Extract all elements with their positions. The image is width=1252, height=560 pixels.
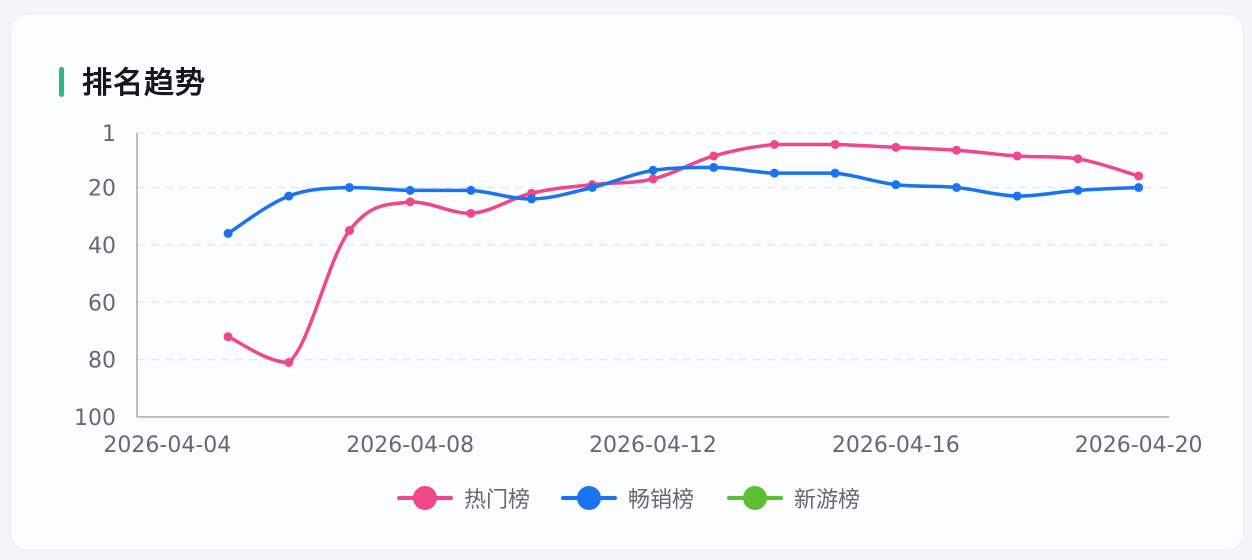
data-point[interactable] (527, 194, 537, 204)
data-point[interactable] (1073, 185, 1083, 195)
legend-bestseller-marker-icon (561, 482, 617, 514)
data-point[interactable] (891, 180, 901, 190)
data-point[interactable] (709, 151, 719, 161)
legend-hot-marker-icon (397, 482, 453, 514)
x-tick-label: 2026-04-16 (832, 433, 960, 458)
data-point[interactable] (587, 183, 597, 193)
legend-label: 热门榜 (464, 488, 531, 513)
legend-item-hot[interactable]: 热门榜 (397, 482, 530, 514)
series-lines[interactable] (223, 139, 1144, 367)
series-line[interactable] (226, 142, 1141, 365)
legend-label: 畅销榜 (628, 488, 695, 513)
data-point[interactable] (830, 168, 840, 178)
x-tick-label: 2026-04-20 (1075, 433, 1203, 458)
data-point[interactable] (1134, 183, 1144, 193)
data-point[interactable] (344, 183, 354, 193)
y-tick-label: 80 (88, 349, 116, 374)
legend: 热门榜 畅销榜 新游榜 (0, 482, 1252, 514)
legend-label: 新游榜 (794, 488, 861, 513)
x-axis-labels: 2026-04-04 2026-04-08 2026-04-12 2026-04-16… (103, 433, 1202, 458)
legend-item-bestseller[interactable]: 畅销榜 (561, 482, 694, 514)
y-tick-label: 1 (102, 122, 116, 147)
grid-lines (137, 132, 1169, 361)
data-point[interactable] (769, 139, 779, 149)
data-point[interactable] (952, 183, 962, 193)
axes (136, 133, 1169, 418)
data-point[interactable] (1134, 171, 1144, 181)
y-tick-label: 40 (88, 234, 116, 259)
ranking-trend-card: 排名趋势 (10, 13, 1244, 551)
data-point[interactable] (466, 208, 476, 218)
data-point[interactable] (284, 191, 294, 201)
legend-item-new-games[interactable]: 新游榜 (727, 482, 860, 514)
data-point[interactable] (223, 332, 233, 342)
data-point[interactable] (284, 357, 294, 367)
x-tick-label: 2026-04-12 (589, 433, 717, 458)
y-axis-labels: 1 20 40 60 80 100 (74, 122, 116, 431)
y-tick-label: 100 (74, 406, 116, 431)
data-point[interactable] (830, 139, 840, 149)
card-title: 排名趋势 (82, 66, 206, 101)
title-accent-bar (59, 67, 64, 97)
data-point[interactable] (1012, 191, 1022, 201)
data-point[interactable] (1073, 154, 1083, 164)
data-point[interactable] (648, 165, 658, 175)
data-point[interactable] (466, 185, 476, 195)
data-point[interactable] (405, 197, 415, 207)
data-point[interactable] (405, 185, 415, 195)
y-tick-label: 20 (88, 177, 116, 202)
data-point[interactable] (344, 226, 354, 236)
data-point[interactable] (648, 174, 658, 184)
y-tick-label: 60 (88, 291, 116, 316)
data-point[interactable] (952, 145, 962, 155)
legend-new-games-marker-icon (727, 482, 783, 514)
x-tick-label: 2026-04-04 (103, 433, 231, 458)
data-point[interactable] (223, 228, 233, 238)
data-point[interactable] (1012, 151, 1022, 161)
data-point[interactable] (709, 162, 719, 172)
x-tick-label: 2026-04-08 (346, 433, 474, 458)
series-line[interactable] (226, 165, 1141, 236)
data-point[interactable] (891, 142, 901, 152)
data-point[interactable] (769, 168, 779, 178)
